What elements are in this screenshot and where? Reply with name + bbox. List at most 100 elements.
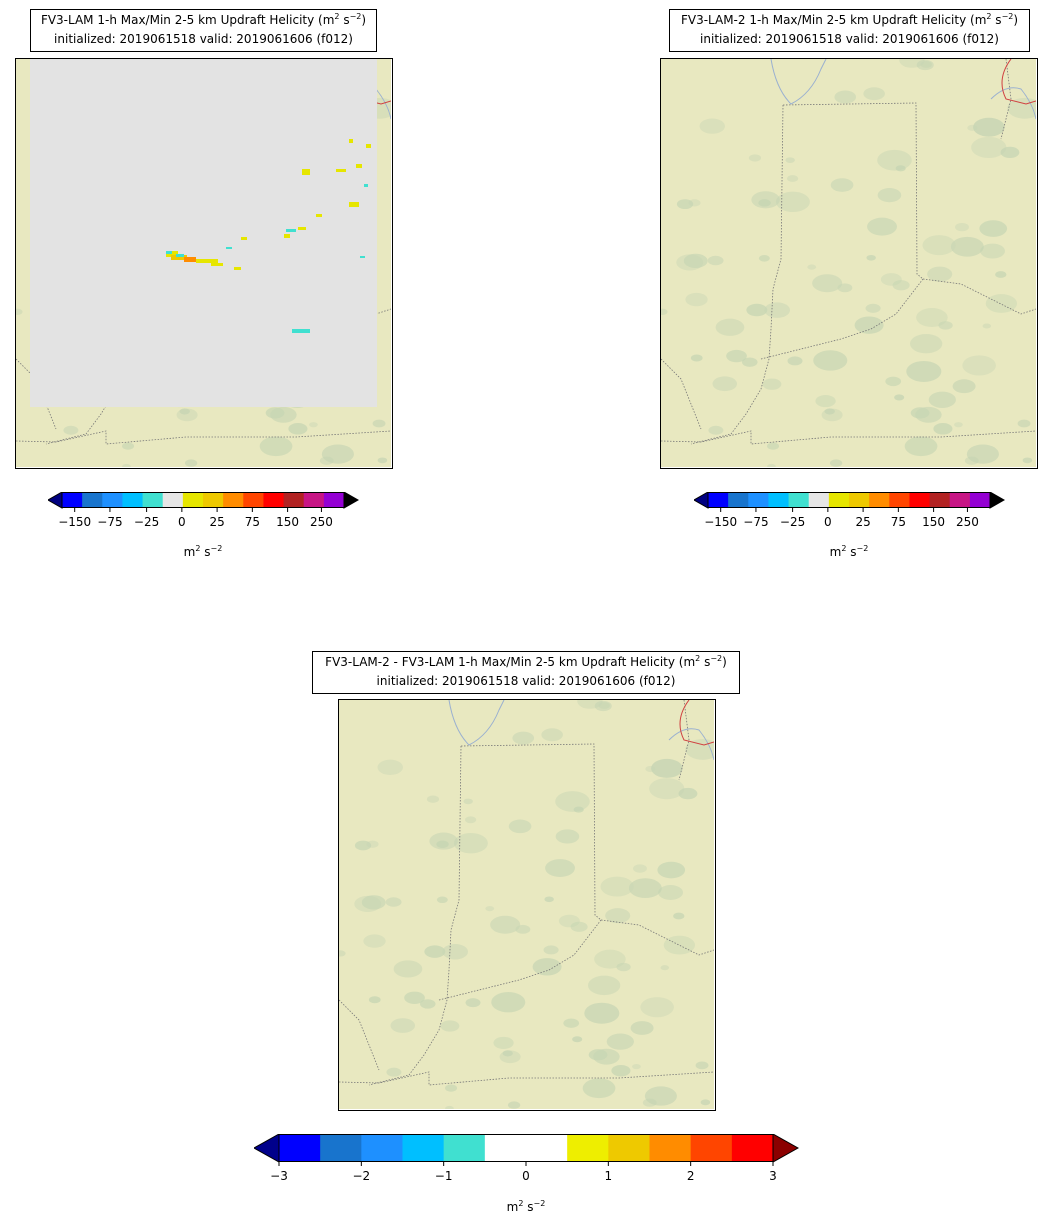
state-line — [690, 104, 784, 445]
map-view[interactable] — [338, 699, 716, 1111]
colorbar-segment — [748, 492, 769, 508]
colorbar-tick-label: 150 — [276, 515, 300, 529]
terrain-patch — [748, 154, 762, 162]
colorbar-segment — [608, 1134, 650, 1162]
uh-cell — [366, 144, 371, 148]
terrain-patch — [1022, 457, 1033, 464]
terrain-patch — [877, 188, 902, 203]
terrain-patch — [386, 1067, 402, 1077]
terrain-patch — [892, 280, 910, 291]
map-view[interactable] — [15, 58, 393, 469]
terrain-patch — [807, 264, 817, 270]
state-line — [782, 102, 924, 280]
title-text: ) — [1013, 13, 1019, 27]
terrain-patch — [632, 1063, 641, 1070]
colorbar-tick-label: 250 — [955, 515, 979, 529]
terrain-patch — [605, 908, 631, 924]
terrain-patch — [259, 436, 293, 457]
terrain-patch — [663, 935, 696, 955]
uh-cell — [349, 139, 353, 143]
terrain-patch — [915, 406, 942, 423]
terrain-shading — [661, 59, 1036, 467]
colorbar-over-triangle — [989, 492, 1006, 509]
terrain-patch — [676, 254, 704, 271]
title-text: s — [700, 655, 711, 669]
uh-cell — [302, 169, 310, 175]
terrain-patch — [880, 273, 902, 286]
terrain-patch — [758, 255, 770, 262]
terrain-patch — [426, 795, 440, 803]
terrain-patch — [309, 422, 318, 428]
colorbar-segment — [728, 492, 749, 508]
colorbar-segment — [283, 492, 305, 508]
colorbar-segment — [768, 492, 790, 508]
terrain-patch — [830, 178, 854, 192]
colorbar-tick-label: −75 — [97, 515, 123, 529]
colorbar-segment — [484, 1134, 527, 1162]
colorbar-segment — [969, 492, 991, 508]
terrain-patch — [715, 318, 745, 336]
terrain-patch — [767, 442, 780, 450]
terrain-patch — [429, 832, 458, 850]
colorbar-segment — [182, 492, 204, 508]
colorbar-under-triangle — [254, 1134, 280, 1163]
terrain-patch — [758, 199, 771, 207]
uh-cell — [286, 229, 296, 232]
colorbar-tick-label: −75 — [743, 515, 769, 529]
terrain-patch — [904, 436, 938, 457]
terrain-patch — [270, 406, 297, 423]
state-boundaries — [661, 59, 1036, 445]
colorbar-segment — [526, 1134, 568, 1162]
terrain-patch — [678, 787, 698, 800]
terrain-patch — [543, 945, 559, 955]
colorbar-segment — [949, 492, 971, 508]
title-text: FV3-LAM-2 - FV3-LAM 1-h Max/Min 2-5 km U… — [325, 655, 696, 669]
terrain-patch — [657, 861, 686, 879]
terrain-patch — [866, 254, 876, 261]
terrain-patch — [967, 124, 978, 131]
terrain-patch — [558, 914, 580, 928]
terrain-patch — [354, 895, 382, 912]
terrain-patch — [775, 191, 810, 213]
terrain-patch — [512, 731, 535, 745]
missing-data-region — [30, 59, 377, 407]
terrain-patch — [815, 394, 836, 408]
terrain-patch — [642, 1098, 657, 1107]
terrain-patch — [885, 376, 902, 387]
terrain-patch — [265, 407, 285, 419]
title-text: FV3-LAM 1-h Max/Min 2-5 km Updraft Helic… — [40, 13, 335, 27]
colorbar-under-triangle — [48, 492, 63, 509]
terrain-patch — [372, 419, 386, 428]
map-view[interactable] — [660, 58, 1038, 469]
colorbar-tick-label: 2 — [686, 1169, 695, 1183]
terrain-patch — [490, 915, 521, 934]
state-line — [438, 919, 602, 1001]
terrain-patch — [700, 1099, 711, 1106]
terrain-patch — [544, 896, 554, 903]
colorbar-tick-label: 150 — [922, 515, 946, 529]
colorbar-tick-label: 0 — [824, 515, 832, 529]
terrain-patch — [933, 423, 953, 435]
terrain-patch — [339, 950, 346, 957]
panel-title: FV3-LAM 1-h Max/Min 2-5 km Updraft Helic… — [30, 9, 377, 52]
colorbar-tick-label: −1 — [434, 1169, 453, 1183]
terrain-patch — [644, 1086, 677, 1106]
terrain-patch — [834, 90, 857, 104]
terrain-patch — [824, 408, 835, 415]
state-line — [339, 1071, 714, 1086]
terrain-patch — [767, 463, 776, 467]
terrain-patch — [863, 87, 885, 101]
state-line — [16, 430, 391, 445]
uh-cell — [292, 329, 310, 333]
colorbar-segment — [708, 492, 729, 508]
terrain-patch — [985, 294, 1018, 313]
terrain-patch — [465, 998, 481, 1008]
title-sup: 2 — [986, 12, 992, 21]
terrain-patch — [545, 859, 575, 877]
colorbar-tick-label: 25 — [855, 515, 871, 529]
colorbar-segment — [828, 492, 850, 508]
lake-shore — [668, 728, 714, 761]
terrain-patch — [658, 885, 683, 900]
terrain-patch — [507, 1101, 521, 1109]
terrain-patch — [573, 806, 584, 813]
